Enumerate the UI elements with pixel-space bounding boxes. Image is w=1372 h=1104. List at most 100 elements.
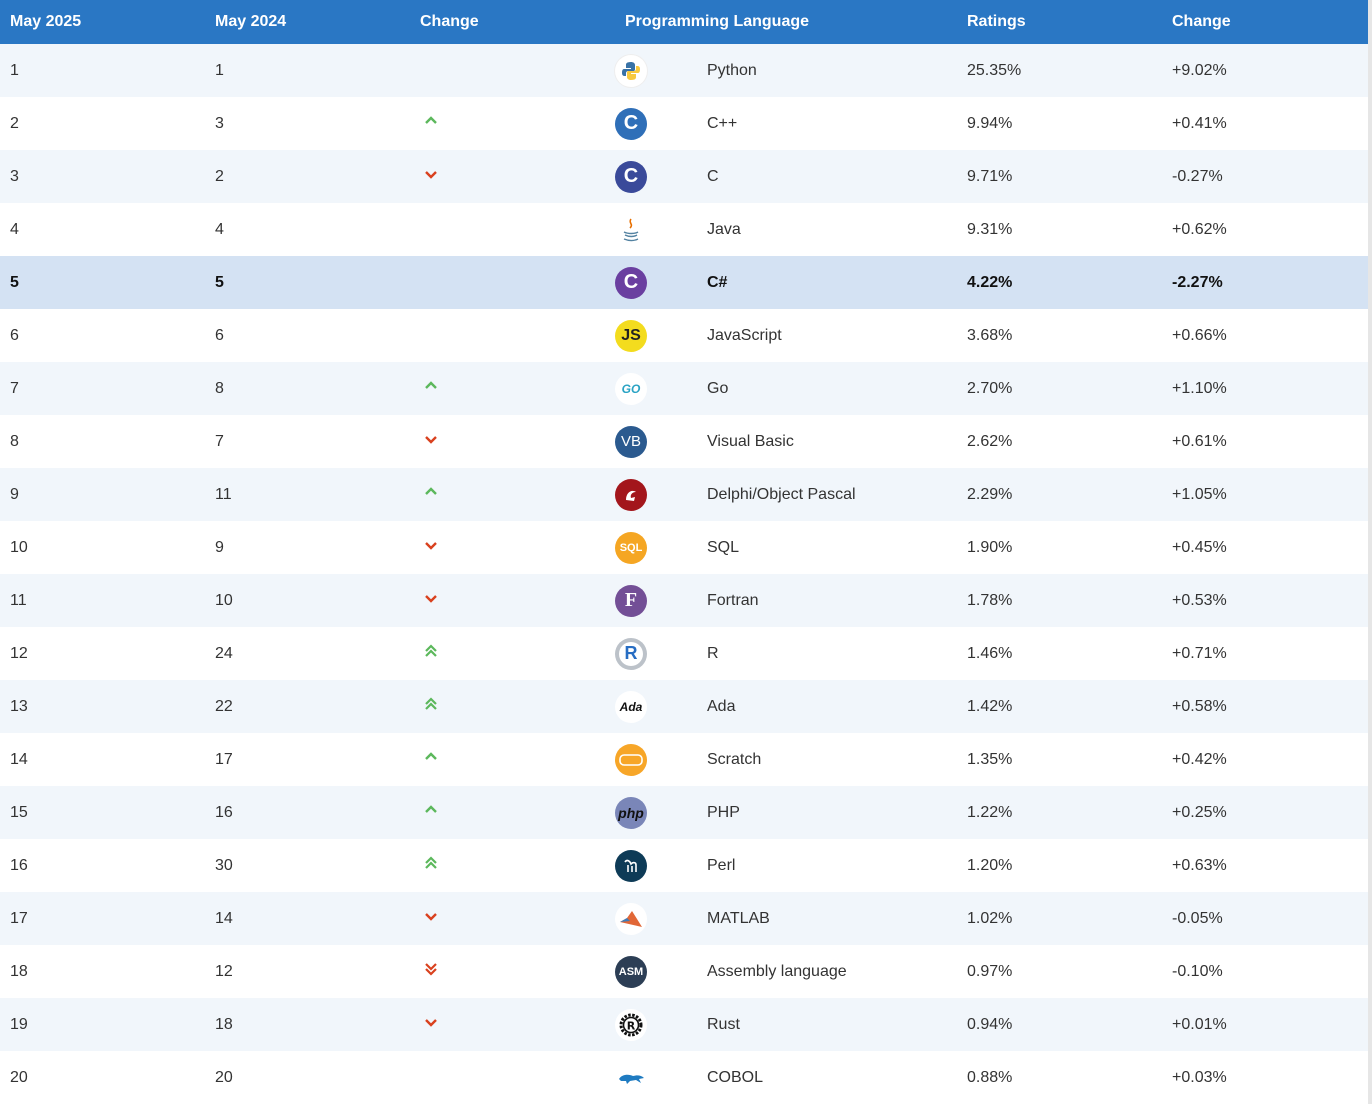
language-name[interactable]: Rust (707, 1015, 740, 1033)
javascript-logo-icon: JS (615, 309, 697, 362)
language-name[interactable]: Fortran (707, 591, 759, 609)
table-row[interactable]: 11 10 F Fortran 1.78% +0.53% (0, 574, 1368, 627)
rating-change: +1.10% (1172, 379, 1227, 397)
trend-down-icon (424, 167, 438, 186)
rank-previous: 14 (215, 909, 233, 927)
rating-change: +0.71% (1172, 644, 1227, 662)
rating-change: -0.10% (1172, 962, 1223, 980)
table-row[interactable]: 1 1 Python 25.35% +9.02% (0, 44, 1368, 97)
rating-value: 1.20% (967, 856, 1013, 874)
header-may-2025[interactable]: May 2025 (10, 13, 82, 30)
rank-previous: 16 (215, 803, 233, 821)
header-change-rank[interactable]: Change (420, 13, 479, 30)
language-name[interactable]: R (707, 644, 719, 662)
rank-current: 9 (10, 485, 19, 503)
rating-value: 0.88% (967, 1068, 1013, 1086)
rating-change: +0.63% (1172, 856, 1227, 874)
sql-logo-icon: SQL (615, 521, 697, 574)
table-row[interactable]: 20 20 COBOL 0.88% +0.03% (0, 1051, 1368, 1104)
rank-change (410, 521, 615, 574)
rating-value: 2.29% (967, 485, 1013, 503)
rating-change: +0.01% (1172, 1015, 1227, 1033)
rank-change (410, 839, 615, 892)
rank-current: 17 (10, 909, 28, 927)
table-row[interactable]: 16 30 Perl 1.20% +0.63% (0, 839, 1368, 892)
trend-down-icon (424, 1015, 438, 1034)
table-row[interactable]: 2 3 C C++ 9.94% +0.41% (0, 97, 1368, 150)
language-name[interactable]: C# (707, 273, 728, 291)
table-row[interactable]: 19 18 R Rust 0.94% +0.01% (0, 998, 1368, 1051)
rank-current: 10 (10, 538, 28, 556)
header-ratings[interactable]: Ratings (967, 13, 1026, 30)
trend-up-icon (424, 379, 438, 398)
rating-change: +0.53% (1172, 591, 1227, 609)
table-row[interactable]: 14 17 Scratch 1.35% +0.42% (0, 733, 1368, 786)
rank-previous: 1 (215, 61, 224, 79)
language-name[interactable]: Ada (707, 697, 736, 715)
trend-down-icon (424, 591, 438, 610)
table-row[interactable]: 3 2 C C 9.71% -0.27% (0, 150, 1368, 203)
language-name[interactable]: JavaScript (707, 326, 782, 344)
table-row[interactable]: 10 9 SQL SQL 1.90% +0.45% (0, 521, 1368, 574)
rank-change (410, 1051, 615, 1104)
java-logo-icon (615, 203, 697, 256)
rank-current: 6 (10, 326, 19, 344)
language-name[interactable]: Scratch (707, 750, 762, 768)
language-name[interactable]: C (707, 167, 719, 185)
rating-change: +0.58% (1172, 697, 1227, 715)
header-may-2024[interactable]: May 2024 (215, 13, 287, 30)
header-programming-language[interactable]: Programming Language (625, 13, 810, 30)
table-row[interactable]: 18 12 ASM Assembly language 0.97% -0.10% (0, 945, 1368, 998)
rank-change (410, 150, 615, 203)
language-name[interactable]: COBOL (707, 1068, 764, 1086)
table-row[interactable]: 13 22 Ada Ada 1.42% +0.58% (0, 680, 1368, 733)
language-name[interactable]: SQL (707, 538, 740, 556)
language-name[interactable]: Assembly language (707, 962, 847, 980)
language-name[interactable]: Visual Basic (707, 432, 794, 450)
c-logo-icon: C (615, 150, 697, 203)
table-row[interactable]: 4 4 Java 9.31% +0.62% (0, 203, 1368, 256)
rank-previous: 8 (215, 379, 224, 397)
rank-current: 2 (10, 114, 19, 132)
perl-logo-icon (615, 839, 697, 892)
rating-change: -2.27% (1172, 273, 1223, 291)
language-name[interactable]: C++ (707, 114, 738, 132)
rank-change (410, 415, 615, 468)
trend-double-up-icon (424, 696, 438, 717)
rank-previous: 10 (215, 591, 233, 609)
language-name[interactable]: MATLAB (707, 909, 770, 927)
rank-change (410, 256, 615, 309)
table-row[interactable]: 12 24 R R 1.46% +0.71% (0, 627, 1368, 680)
language-name[interactable]: Python (707, 61, 757, 79)
language-name[interactable]: Delphi/Object Pascal (707, 485, 856, 503)
rank-previous: 24 (215, 644, 233, 662)
language-name[interactable]: PHP (707, 803, 740, 821)
table-row[interactable]: 7 8 GO Go 2.70% +1.10% (0, 362, 1368, 415)
rank-previous: 7 (215, 432, 224, 450)
table-row[interactable]: 6 6 JS JavaScript 3.68% +0.66% (0, 309, 1368, 362)
language-name[interactable]: Java (707, 220, 741, 238)
table-row[interactable]: 8 7 VB Visual Basic 2.62% +0.61% (0, 415, 1368, 468)
table-row[interactable]: 5 5 C C# 4.22% -2.27% (0, 256, 1368, 309)
vertical-scrollbar[interactable] (1368, 0, 1372, 1104)
language-name[interactable]: Perl (707, 856, 736, 874)
rating-value: 1.42% (967, 697, 1013, 715)
rank-previous: 4 (215, 220, 224, 238)
rank-change (410, 309, 615, 362)
table-row[interactable]: 9 11 Delphi/Object Pascal 2.29% +1.05% (0, 468, 1368, 521)
rank-change (410, 733, 615, 786)
rating-value: 1.02% (967, 909, 1013, 927)
rating-value: 1.35% (967, 750, 1013, 768)
cobol-logo-icon (615, 1051, 697, 1104)
rank-current: 1 (10, 61, 19, 79)
rating-value: 1.22% (967, 803, 1013, 821)
r-logo-icon: R (615, 627, 697, 680)
rank-change (410, 97, 615, 150)
language-name[interactable]: Go (707, 379, 729, 397)
table-row[interactable]: 17 14 MATLAB 1.02% -0.05% (0, 892, 1368, 945)
header-change-rating[interactable]: Change (1172, 13, 1231, 30)
table-row[interactable]: 15 16 php PHP 1.22% +0.25% (0, 786, 1368, 839)
rank-change (410, 786, 615, 839)
rating-value: 9.31% (967, 220, 1013, 238)
